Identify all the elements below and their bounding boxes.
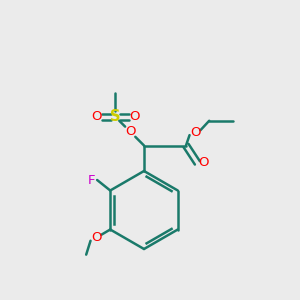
Text: O: O <box>91 231 102 244</box>
Text: O: O <box>190 126 200 139</box>
Text: O: O <box>129 110 140 123</box>
Text: S: S <box>110 110 121 124</box>
Text: O: O <box>91 110 101 123</box>
Text: O: O <box>199 156 209 170</box>
Text: F: F <box>88 173 95 187</box>
Text: O: O <box>125 125 136 138</box>
